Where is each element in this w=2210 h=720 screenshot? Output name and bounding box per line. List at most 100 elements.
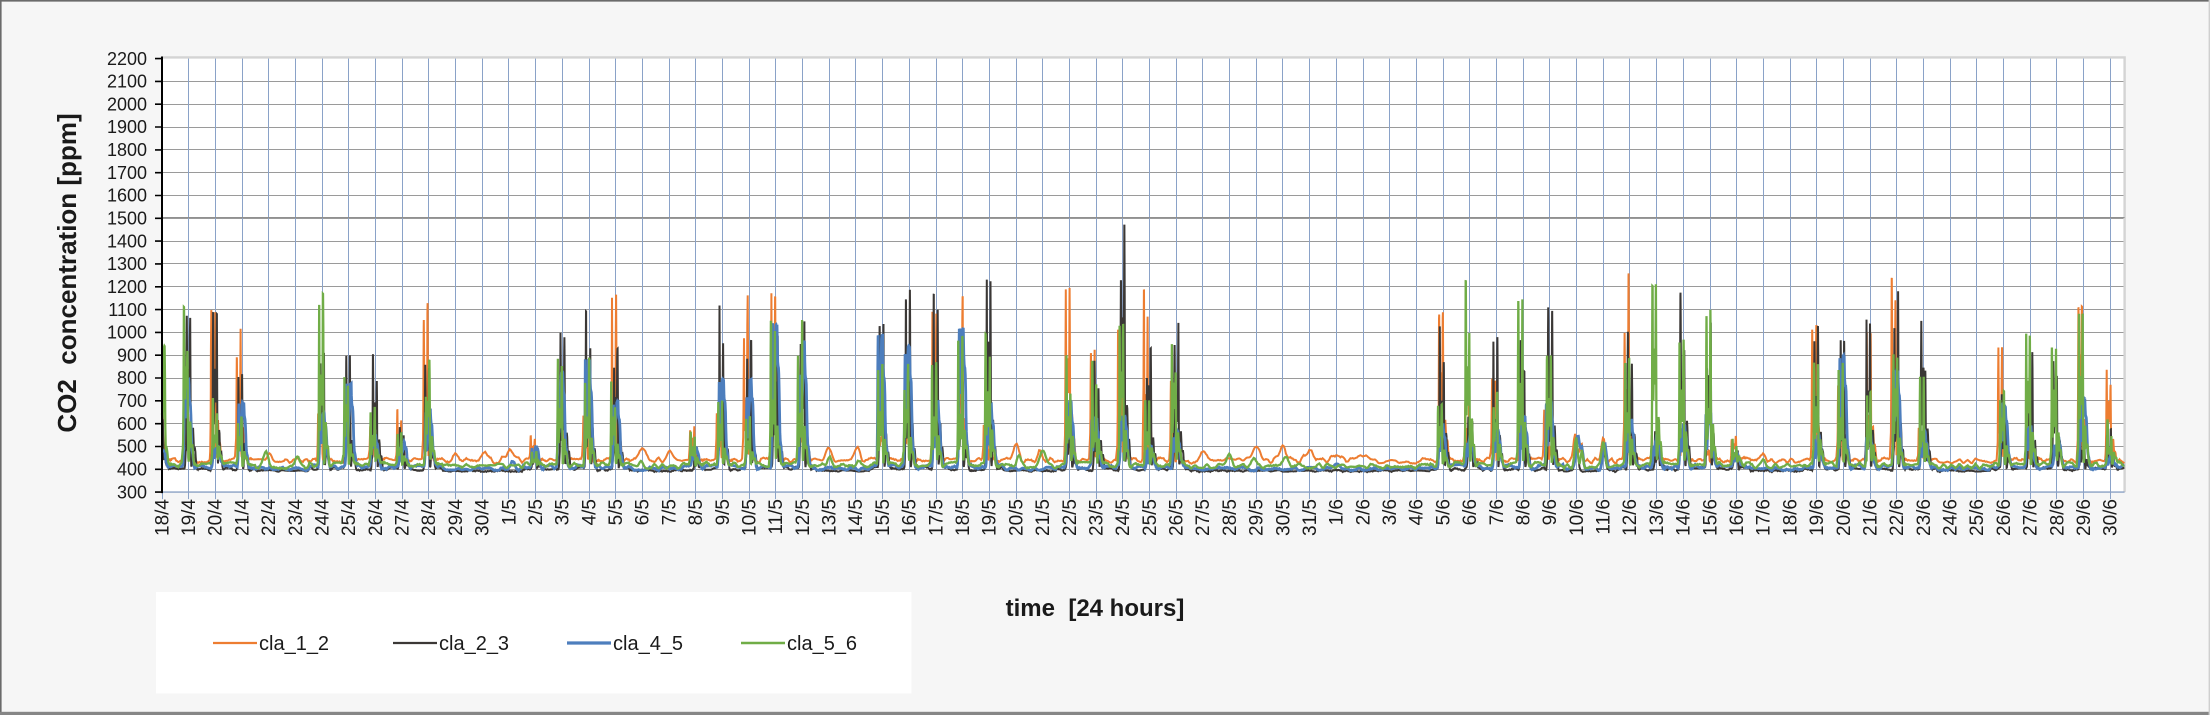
svg-text:21/6: 21/6 — [1861, 499, 1882, 536]
svg-text:10/6: 10/6 — [1567, 499, 1588, 536]
svg-text:18/4: 18/4 — [152, 499, 173, 536]
svg-text:24/5: 24/5 — [1113, 499, 1134, 536]
svg-text:26/4: 26/4 — [366, 499, 387, 536]
svg-text:25/6: 25/6 — [1967, 499, 1988, 536]
svg-text:2200: 2200 — [107, 49, 147, 69]
svg-text:9/6: 9/6 — [1540, 499, 1561, 525]
svg-text:12/6: 12/6 — [1620, 499, 1641, 536]
svg-text:2/5: 2/5 — [526, 499, 547, 525]
svg-text:5/5: 5/5 — [606, 499, 627, 525]
svg-text:cla_1_2: cla_1_2 — [259, 633, 329, 655]
svg-text:14/6: 14/6 — [1674, 499, 1695, 536]
svg-text:8/6: 8/6 — [1514, 499, 1535, 525]
svg-text:22/5: 22/5 — [1060, 499, 1081, 536]
svg-text:500: 500 — [117, 437, 147, 457]
svg-text:19/5: 19/5 — [980, 499, 1001, 536]
svg-text:10/5: 10/5 — [740, 499, 761, 536]
svg-text:5/6: 5/6 — [1433, 499, 1454, 525]
svg-text:20/5: 20/5 — [1006, 499, 1027, 536]
svg-text:21/4: 21/4 — [232, 499, 253, 536]
svg-text:400: 400 — [117, 460, 147, 480]
svg-text:9/5: 9/5 — [713, 499, 734, 525]
svg-text:900: 900 — [117, 345, 147, 365]
svg-text:300: 300 — [117, 482, 147, 502]
svg-text:31/5: 31/5 — [1300, 499, 1321, 536]
svg-text:14/5: 14/5 — [846, 499, 867, 536]
svg-text:25/4: 25/4 — [339, 499, 360, 536]
svg-text:4/6: 4/6 — [1407, 499, 1428, 525]
svg-text:2/6: 2/6 — [1353, 499, 1374, 525]
svg-text:23/4: 23/4 — [286, 499, 307, 536]
svg-text:22/4: 22/4 — [259, 499, 280, 536]
svg-text:18/5: 18/5 — [953, 499, 974, 536]
svg-text:11/6: 11/6 — [1594, 499, 1615, 535]
svg-text:12/5: 12/5 — [793, 499, 814, 536]
svg-text:18/6: 18/6 — [1780, 499, 1801, 536]
svg-text:27/4: 27/4 — [393, 499, 414, 536]
svg-text:1700: 1700 — [107, 163, 147, 183]
svg-text:30/4: 30/4 — [473, 499, 494, 536]
svg-text:16/5: 16/5 — [900, 499, 921, 536]
svg-text:7/6: 7/6 — [1487, 499, 1508, 525]
svg-text:24/6: 24/6 — [1941, 499, 1962, 536]
svg-text:16/6: 16/6 — [1727, 499, 1748, 536]
svg-text:26/6: 26/6 — [1994, 499, 2015, 536]
svg-text:1200: 1200 — [107, 277, 147, 297]
svg-text:6/6: 6/6 — [1460, 499, 1481, 525]
svg-text:1500: 1500 — [107, 209, 147, 229]
svg-text:26/5: 26/5 — [1167, 499, 1188, 536]
svg-text:cla_5_6: cla_5_6 — [787, 633, 857, 655]
svg-text:28/5: 28/5 — [1220, 499, 1241, 536]
svg-text:15/6: 15/6 — [1700, 499, 1721, 536]
svg-text:29/4: 29/4 — [446, 499, 467, 536]
svg-text:23/6: 23/6 — [1914, 499, 1935, 536]
svg-text:8/5: 8/5 — [686, 499, 707, 525]
svg-text:1600: 1600 — [107, 186, 147, 206]
svg-text:30/5: 30/5 — [1273, 499, 1294, 536]
svg-text:2000: 2000 — [107, 94, 147, 114]
svg-text:1800: 1800 — [107, 140, 147, 160]
svg-text:17/6: 17/6 — [1754, 499, 1775, 536]
svg-text:2100: 2100 — [107, 72, 147, 92]
svg-text:1/6: 1/6 — [1327, 499, 1348, 525]
svg-text:23/5: 23/5 — [1087, 499, 1108, 536]
svg-text:1000: 1000 — [107, 323, 147, 343]
svg-text:21/5: 21/5 — [1033, 499, 1054, 536]
svg-text:600: 600 — [117, 414, 147, 434]
svg-text:17/5: 17/5 — [926, 499, 947, 536]
svg-text:1300: 1300 — [107, 254, 147, 274]
svg-text:700: 700 — [117, 391, 147, 411]
svg-text:19/6: 19/6 — [1807, 499, 1828, 536]
svg-text:1/5: 1/5 — [499, 499, 520, 525]
svg-text:24/4: 24/4 — [312, 499, 333, 536]
svg-text:7/5: 7/5 — [659, 499, 680, 525]
svg-text:cla_2_3: cla_2_3 — [439, 633, 509, 655]
svg-text:1100: 1100 — [108, 300, 147, 320]
svg-text:29/6: 29/6 — [2074, 499, 2095, 536]
svg-text:3/6: 3/6 — [1380, 499, 1401, 525]
svg-text:28/6: 28/6 — [2047, 499, 2068, 536]
svg-text:19/4: 19/4 — [179, 499, 200, 536]
svg-text:13/6: 13/6 — [1647, 499, 1668, 536]
svg-text:800: 800 — [117, 368, 147, 388]
svg-text:15/5: 15/5 — [873, 499, 894, 536]
svg-text:6/5: 6/5 — [633, 499, 654, 525]
svg-text:13/5: 13/5 — [820, 499, 841, 536]
svg-text:1400: 1400 — [107, 231, 147, 251]
svg-text:20/6: 20/6 — [1834, 499, 1855, 536]
svg-text:29/5: 29/5 — [1247, 499, 1268, 536]
svg-text:20/4: 20/4 — [206, 499, 227, 536]
svg-text:28/4: 28/4 — [419, 499, 440, 536]
svg-text:11/5: 11/5 — [766, 499, 787, 535]
svg-text:CO2 concentration [ppm]: CO2 concentration [ppm] — [52, 113, 82, 432]
svg-text:4/5: 4/5 — [579, 499, 600, 525]
svg-text:cla_4_5: cla_4_5 — [613, 633, 683, 655]
svg-text:22/6: 22/6 — [1887, 499, 1908, 536]
svg-text:25/5: 25/5 — [1140, 499, 1161, 536]
svg-text:27/5: 27/5 — [1193, 499, 1214, 536]
svg-text:30/6: 30/6 — [2101, 499, 2122, 536]
svg-text:27/6: 27/6 — [2021, 499, 2042, 536]
svg-text:1900: 1900 — [107, 117, 147, 137]
svg-text:3/5: 3/5 — [553, 499, 574, 525]
svg-text:time [24 hours]: time [24 hours] — [1006, 595, 1185, 622]
